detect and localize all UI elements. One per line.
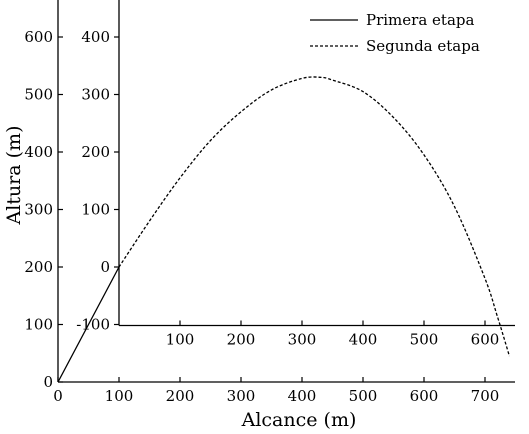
- inner-y-tick-label: 200: [81, 143, 110, 161]
- series-line-segunda-etapa: [118, 76, 511, 357]
- outer-x-tick-label: 300: [227, 387, 256, 405]
- inner-x-tick-label: 500: [410, 331, 439, 349]
- inner-y-tick-label: 100: [81, 201, 110, 219]
- outer-x-tick-label: 700: [471, 387, 500, 405]
- legend-label-primera-etapa: Primera etapa: [366, 11, 474, 29]
- outer-y-tick-label: 200: [24, 258, 53, 276]
- outer-x-tick-label: 600: [410, 387, 439, 405]
- outer-x-tick-label: 400: [288, 387, 317, 405]
- outer-x-ticks: 0 100 200 300 400 500 600 700: [53, 377, 499, 405]
- inner-y-tick-label: 400: [81, 28, 110, 46]
- inner-y-tick-label: 0: [100, 258, 110, 276]
- inner-x-tick-label: 600: [471, 331, 500, 349]
- legend: Primera etapa Segunda etapa: [310, 11, 480, 55]
- inner-y-tick-label: -100: [76, 316, 110, 334]
- x-axis-title: Alcance (m): [241, 409, 357, 431]
- outer-x-tick-label: 200: [166, 387, 195, 405]
- y-axis-title: Altura (m): [3, 126, 25, 226]
- outer-y-tick-label: 300: [24, 201, 53, 219]
- outer-y-tick-label: 600: [24, 28, 53, 46]
- outer-y-tick-label: 500: [24, 86, 53, 104]
- inner-x-ticks: 100 200 300 400 500 600: [166, 320, 500, 349]
- inner-y-tick-label: 300: [81, 86, 110, 104]
- series-line-primera-etapa: [57, 266, 120, 383]
- series-group: [57, 76, 511, 383]
- outer-x-tick-label: 100: [105, 387, 134, 405]
- inner-x-tick-label: 200: [227, 331, 256, 349]
- legend-label-segunda-etapa: Segunda etapa: [366, 37, 480, 55]
- outer-x-tick-label: 500: [349, 387, 378, 405]
- inner-x-tick-label: 300: [288, 331, 317, 349]
- inner-y-ticks: -100 0 100 200 300 400: [76, 28, 119, 334]
- outer-y-tick-label: 0: [43, 373, 53, 391]
- outer-x-tick-label: 0: [53, 387, 63, 405]
- outer-axes: 0 100 200 300 400 500 600 700 0 100 200 300 400 500 6…: [24, 0, 515, 405]
- outer-y-tick-label: 400: [24, 143, 53, 161]
- inner-axes: 100 200 300 400 500 600 -100 0 100 200 300 400: [76, 0, 515, 349]
- inner-x-tick-label: 100: [166, 331, 195, 349]
- outer-y-tick-label: 100: [24, 316, 53, 334]
- outer-y-ticks: 0 100 200 300 400 500 600: [24, 28, 63, 391]
- inner-x-tick-label: 400: [349, 331, 378, 349]
